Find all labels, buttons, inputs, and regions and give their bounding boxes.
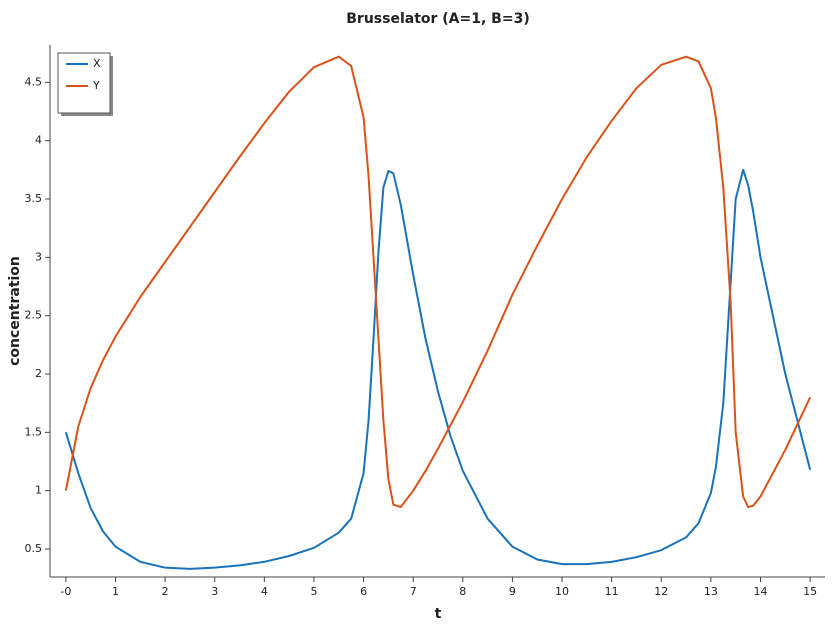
x-tick-label: 12	[654, 585, 668, 598]
x-tick-label: -0	[60, 585, 71, 598]
x-tick-label: 1	[112, 585, 119, 598]
x-tick-label: 11	[605, 585, 619, 598]
x-tick-label: 8	[459, 585, 466, 598]
chart-title: Brusselator (A=1, B=3)	[346, 11, 529, 27]
x-tick-label: 2	[162, 585, 169, 598]
x-tick-label: 9	[509, 585, 516, 598]
y-tick-label: 4.5	[25, 75, 43, 88]
x-tick-label: 3	[211, 585, 218, 598]
y-tick-label: 3	[35, 250, 42, 263]
y-tick-label: 4	[35, 134, 42, 147]
y-tick-label: 1.5	[25, 425, 43, 438]
x-tick-label: 14	[753, 585, 767, 598]
y-tick-label: 1	[35, 484, 42, 497]
x-tick-label: 10	[555, 585, 569, 598]
legend: XY	[57, 52, 113, 116]
x-tick-label: 5	[310, 585, 317, 598]
x-tick-label: 4	[261, 585, 268, 598]
y-tick-label: 0.5	[25, 542, 43, 555]
x-tick-label: 13	[704, 585, 718, 598]
y-tick-label: 2.5	[25, 309, 43, 322]
y-tick-label: 2	[35, 367, 42, 380]
y-tick-label: 3.5	[25, 192, 43, 205]
series-line	[64, 168, 812, 570]
x-tick-label: 7	[410, 585, 417, 598]
legend-box	[57, 52, 111, 114]
x-tick-label: 15	[803, 585, 817, 598]
x-axis-title: t	[435, 606, 442, 622]
x-tick-label: 6	[360, 585, 367, 598]
y-axis-title: concentration	[7, 256, 23, 366]
legend-label: Y	[92, 79, 100, 92]
legend-label: X	[93, 57, 101, 70]
series-line	[64, 55, 812, 508]
